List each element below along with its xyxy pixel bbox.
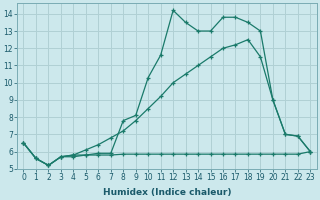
X-axis label: Humidex (Indice chaleur): Humidex (Indice chaleur) (103, 188, 231, 197)
